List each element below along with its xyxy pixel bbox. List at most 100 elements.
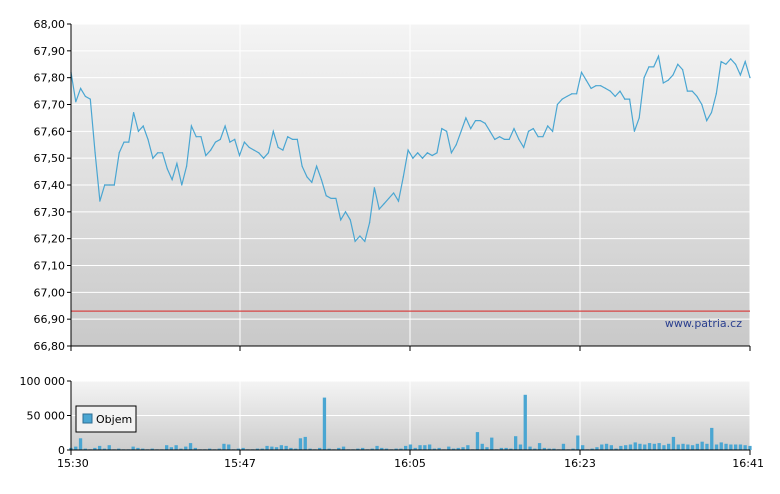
volume-bar	[361, 447, 365, 450]
price-y-tick-label: 67,90	[34, 45, 66, 58]
price-data-point	[205, 154, 207, 157]
volume-bar	[174, 445, 178, 450]
volume-bar	[643, 444, 647, 450]
volume-bar	[456, 447, 460, 450]
volume-bar	[208, 448, 212, 450]
x-tick-labels: 15:30 15:47 16:05 16:23 16:41	[57, 457, 764, 470]
volume-bar	[270, 446, 274, 450]
price-data-point	[436, 152, 438, 154]
volume-bar	[509, 448, 513, 450]
price-y-tick-label: 67,50	[34, 152, 66, 165]
volume-bar	[356, 448, 360, 450]
price-data-point	[263, 157, 265, 159]
volume-bar	[609, 445, 613, 450]
price-data-point	[744, 60, 746, 63]
volume-bar	[384, 448, 389, 450]
price-data-point	[542, 136, 544, 138]
volume-bar	[600, 444, 604, 450]
volume-bar	[193, 447, 197, 450]
price-data-point	[470, 128, 472, 130]
volume-bar	[590, 448, 594, 450]
price-y-tick-label: 67,20	[34, 233, 66, 246]
volume-bar	[490, 437, 494, 450]
price-data-point	[734, 63, 737, 65]
volume-bar	[413, 447, 417, 450]
price-data-point	[388, 197, 390, 200]
price-data-point	[653, 66, 655, 68]
price-data-point	[662, 82, 664, 84]
price-data-point	[474, 120, 477, 122]
volume-bar	[624, 445, 628, 450]
volume-bar	[710, 427, 714, 450]
volume-bar	[394, 448, 398, 450]
volume-bar	[480, 443, 484, 450]
volume-bar	[179, 448, 183, 450]
volume-bar	[255, 448, 260, 450]
price-data-point	[383, 203, 385, 205]
volume-bar	[633, 442, 637, 450]
price-data-point	[518, 138, 520, 140]
price-data-point	[373, 187, 375, 189]
price-data-point	[320, 179, 323, 181]
price-data-point	[421, 157, 424, 159]
volume-bar	[217, 448, 221, 450]
price-data-point	[248, 146, 250, 149]
volume-bar	[437, 447, 441, 450]
volume-bar	[428, 444, 432, 450]
price-data-point	[508, 138, 510, 140]
volume-bar	[408, 444, 413, 450]
volume-bar	[78, 438, 83, 450]
volume-bar	[83, 448, 87, 450]
volume-bar	[279, 445, 283, 450]
volume-bar	[423, 445, 427, 450]
price-data-point	[133, 111, 135, 114]
price-data-point	[580, 71, 583, 73]
price-data-point	[161, 152, 164, 154]
price-data-point	[311, 181, 313, 183]
price-data-point	[354, 240, 356, 242]
volume-bar	[614, 448, 618, 450]
volume-bar	[604, 443, 609, 450]
price-y-tick-labels: 66,80 66,90 67,00 67,10 67,20 67,30 67,40 67,50…	[34, 18, 66, 353]
price-data-point	[551, 130, 554, 132]
price-panel: 66,80 66,90 67,00 67,10 67,20 67,30 67,40 67,50…	[34, 18, 751, 353]
price-data-point	[349, 219, 351, 221]
price-data-point	[147, 138, 149, 140]
price-data-point	[210, 149, 212, 151]
price-data-point	[460, 130, 462, 132]
price-data-point	[325, 195, 327, 197]
volume-bar	[136, 447, 140, 450]
price-y-tick-label: 66,90	[34, 313, 66, 326]
price-data-point	[75, 101, 77, 103]
price-data-point	[686, 90, 688, 92]
price-data-points	[70, 55, 751, 242]
volume-bar	[729, 444, 733, 450]
x-tick-label: 16:41	[732, 457, 764, 470]
price-data-point	[614, 95, 616, 98]
price-data-point	[489, 130, 491, 132]
volume-bar	[652, 443, 656, 450]
volume-bar	[236, 448, 240, 450]
price-y-tick-label: 66,80	[34, 340, 66, 353]
price-data-point	[730, 58, 732, 60]
volume-bar	[284, 445, 288, 450]
price-data-point	[648, 66, 650, 68]
price-data-point	[253, 149, 255, 151]
price-data-point	[571, 93, 573, 95]
volume-bar	[265, 445, 269, 450]
price-data-point	[455, 144, 457, 146]
price-data-point	[739, 74, 741, 76]
volume-bar	[542, 447, 546, 450]
price-data-point	[412, 157, 414, 159]
price-data-point	[706, 120, 708, 122]
price-data-point	[609, 90, 611, 92]
price-data-point	[142, 125, 144, 127]
price-data-point	[108, 184, 111, 186]
price-data-point	[710, 111, 713, 114]
volume-bar	[533, 448, 537, 450]
volume-bar	[738, 444, 743, 450]
volume-bar	[98, 445, 102, 450]
price-data-point	[166, 168, 168, 170]
volume-bar	[451, 448, 456, 450]
price-data-point	[219, 138, 221, 140]
